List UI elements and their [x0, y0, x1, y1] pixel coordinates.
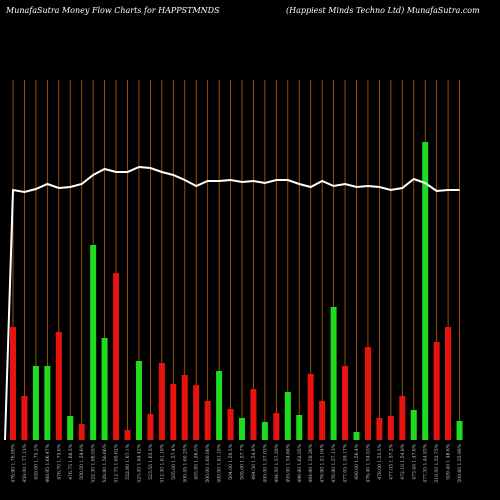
x-tick-label: 476.90 1.51.04% — [320, 443, 326, 482]
bar — [181, 375, 188, 440]
x-tick-label: 493.85 1.56.0% — [194, 443, 200, 479]
bar — [101, 338, 108, 440]
bar — [284, 392, 291, 440]
x-tick-label: 500.00 1.61.19% — [217, 443, 223, 482]
x-tick-label: 476.75 1.68.5% — [68, 443, 74, 479]
x-tick-label: 476.90 1.57.13% — [331, 443, 337, 482]
x-tick-label: 500.50 1.58.6% — [79, 443, 85, 479]
x-tick-label: 478.00 1.53.5% — [377, 443, 383, 479]
bar — [21, 396, 28, 440]
bar — [55, 332, 62, 440]
bar — [456, 421, 463, 440]
bar — [32, 366, 39, 440]
x-tick-label: 505.00 1.57.7% — [240, 443, 246, 479]
bar — [227, 409, 234, 440]
bar — [433, 342, 440, 440]
bar — [90, 245, 97, 440]
x-tick-label: 512.75 1.65.62% — [114, 443, 120, 482]
x-tick-label: 459.00 1.77.13% — [22, 443, 28, 482]
bar — [410, 410, 417, 440]
bar — [307, 374, 314, 440]
bar — [296, 415, 303, 440]
x-tick-label: 512.30 1.61.19% — [159, 443, 165, 482]
bar — [78, 424, 85, 440]
chart-subtitle: (Happiest Minds Techno Ltd) MunafaSutra.… — [286, 6, 480, 15]
x-tick-label: 459.00 1.75.2% — [33, 443, 39, 479]
x-tick-label: 476.90 1.76.09% — [11, 443, 17, 482]
x-tick-label: 473.45 1.47.6% — [411, 443, 417, 479]
chart-title: MunafaSutra Money Flow Charts for HAPPST… — [5, 6, 220, 15]
x-tick-label: 476.70 1.75.6% — [56, 443, 62, 479]
x-tick-label: 495.00 1.57.03% — [262, 443, 268, 482]
x-tick-label: 477.05 1.57.2% — [388, 443, 394, 479]
x-tick-label: 484.90 1.58.26% — [308, 443, 314, 482]
x-tick-label: 472.10 1.54.8% — [400, 443, 406, 479]
x-tick-label: 494.50 1.57.28% — [274, 443, 280, 482]
x-tick-label: 496.90 1.62.05% — [297, 443, 303, 482]
bar — [67, 416, 74, 440]
bar — [273, 413, 280, 440]
x-tick-label: 476.40 1.54.03% — [365, 443, 371, 482]
x-tick-label: 505.00 1.57.4% — [171, 443, 177, 479]
x-tick-label: 477.05 1.59.17% — [343, 443, 349, 482]
x-tick-label: 522.80 1.67.1% — [125, 443, 131, 479]
bar — [342, 366, 349, 440]
bar — [399, 396, 406, 440]
x-tick-label: 508.60 1.55.98% — [457, 443, 463, 482]
bar — [113, 273, 120, 440]
bar — [250, 389, 257, 440]
x-tick-label: 509.40 1.48.6% — [446, 443, 452, 479]
bar — [353, 432, 360, 440]
bar — [10, 327, 16, 440]
x-tick-label: 477.35 1.44.83% — [423, 443, 429, 482]
bar — [44, 366, 51, 440]
x-tick-label: 504.00 1.59.5% — [228, 443, 234, 479]
bar — [124, 430, 131, 440]
bar — [330, 307, 337, 440]
x-tick-label: 519.50 1.52.75% — [434, 443, 440, 482]
x-tick-label: 522.30 1.68.05% — [91, 443, 97, 482]
x-tick-label: 523.55 1.63.5% — [148, 443, 154, 479]
x-tick-label: 468.95 1.66.47% — [45, 443, 51, 482]
bar — [204, 401, 211, 440]
bar — [445, 327, 452, 440]
bar — [261, 422, 268, 440]
bar — [319, 401, 326, 440]
x-tick-label: 495.00 1.54.68% — [285, 443, 291, 482]
x-tick-label: 490.00 1.56.4% — [354, 443, 360, 479]
bar — [193, 385, 200, 440]
bar — [376, 418, 383, 440]
money-flow-line — [4, 165, 460, 441]
bar — [158, 363, 165, 440]
x-tick-label: 528.80 1.56.66% — [102, 443, 108, 482]
bar — [239, 418, 245, 440]
bar — [135, 361, 142, 440]
x-tick-label: 523.45 1.64.42% — [136, 443, 142, 482]
x-tick-label: 494.50 1.54.8% — [251, 443, 257, 479]
bar — [387, 416, 394, 440]
bar — [170, 384, 177, 440]
bar — [216, 371, 223, 440]
bar — [147, 414, 154, 440]
bar — [422, 142, 429, 440]
x-tick-label: 500.45 1.60.25% — [182, 443, 188, 482]
bar — [364, 347, 371, 440]
x-tick-label: 500.00 1.60.08% — [205, 443, 211, 482]
